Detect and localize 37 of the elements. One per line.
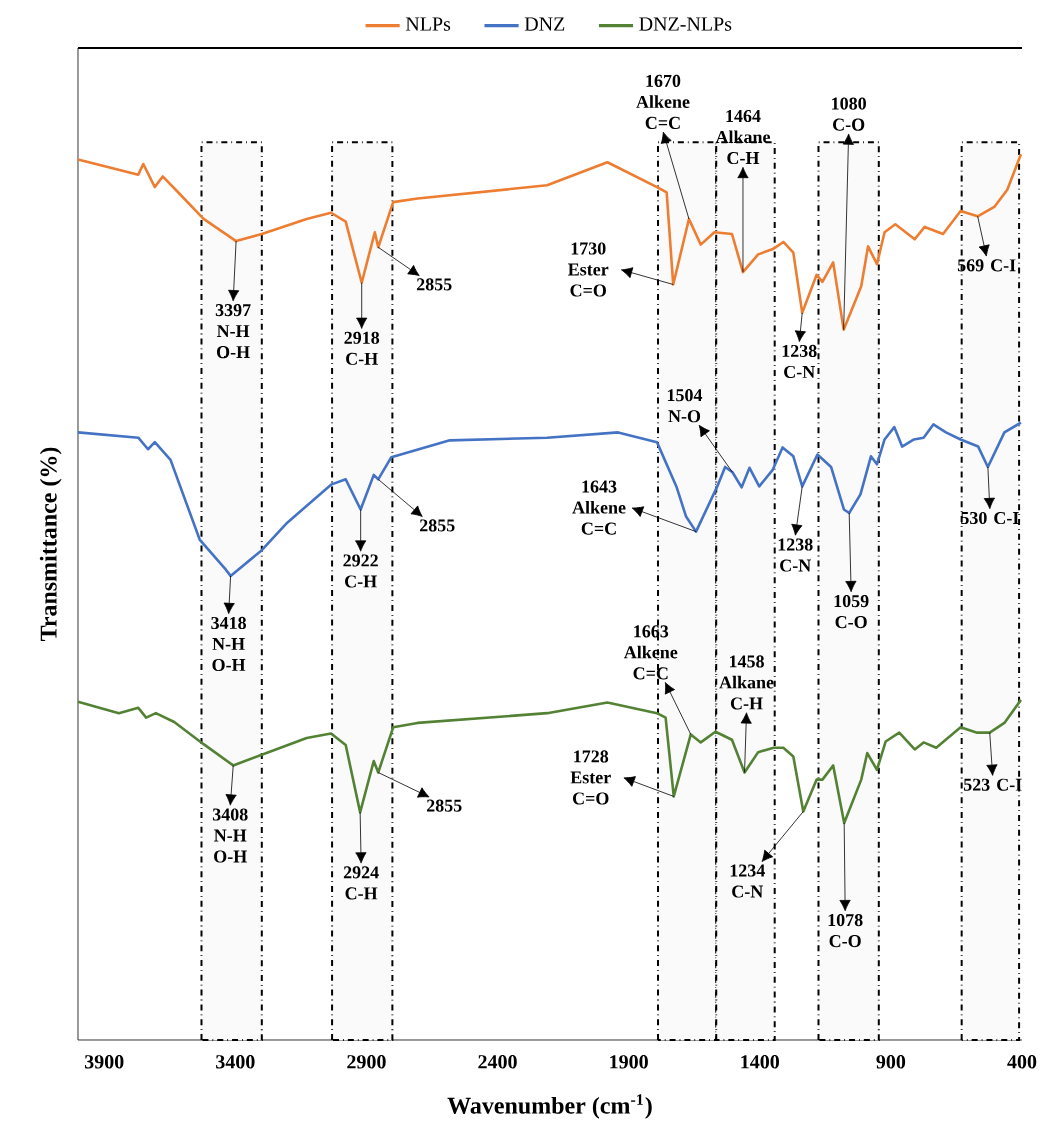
legend-label: DNZ-NLPs — [639, 17, 732, 31]
annotation: 1078 C-O — [828, 913, 863, 948]
x-axis-title: Wavenumber (cm$^{-1}$) — [447, 1094, 652, 1119]
annotation: 1238 C-N — [778, 538, 813, 572]
annotation: 569 C-I — [957, 259, 1016, 272]
annotation: 2924 C-H — [343, 866, 379, 900]
annotation: 1730 Ester C=O — [568, 242, 609, 297]
annotation: 3397 N-H O-H — [215, 304, 251, 359]
annotation: 1059 C-O — [834, 594, 869, 629]
x-tick-label: 2400 — [478, 1055, 517, 1069]
x-tick-label: 3400 — [216, 1055, 255, 1069]
x-tick-label: 2900 — [347, 1055, 386, 1069]
annotation: 3408 N-H O-H — [212, 808, 248, 863]
annotation: 2855 — [419, 519, 455, 532]
annotation: 1234 C-N — [730, 864, 765, 898]
annotation: 1504 N-O — [667, 389, 703, 423]
x-tick-label: 3900 — [84, 1055, 124, 1069]
annotation: 1458 Alkane C-H — [719, 655, 774, 710]
annotation: 1663 Alkene C=C — [623, 625, 678, 680]
legend-label: DNZ — [524, 17, 565, 31]
annotation: 1643 Alkene C=C — [572, 480, 626, 535]
annotation: 1670 Alkene C=C — [636, 74, 690, 129]
annotation: 2855 — [426, 799, 462, 812]
legend-label: NLPs — [405, 17, 451, 31]
annotation: 530 C-I — [961, 511, 1019, 525]
annotation: 2918 C-H — [344, 331, 380, 365]
annotation: 2922 C-H — [343, 554, 378, 588]
x-tick-label: 1900 — [610, 1055, 648, 1069]
annotation: 3418 N-H O-H — [211, 616, 246, 672]
x-tick-label: 1400 — [741, 1055, 780, 1069]
annotation: 1238 C-N — [782, 344, 817, 378]
annotation: 2855 — [416, 278, 452, 291]
x-tick-label: 900 — [876, 1055, 906, 1069]
annotation: 1728 Ester C=O — [570, 750, 611, 805]
y-axis-title: Transmittance (%) — [39, 447, 62, 642]
x-tick-label: 400 — [1007, 1055, 1037, 1069]
annotation: 1080 C-O — [832, 97, 866, 131]
